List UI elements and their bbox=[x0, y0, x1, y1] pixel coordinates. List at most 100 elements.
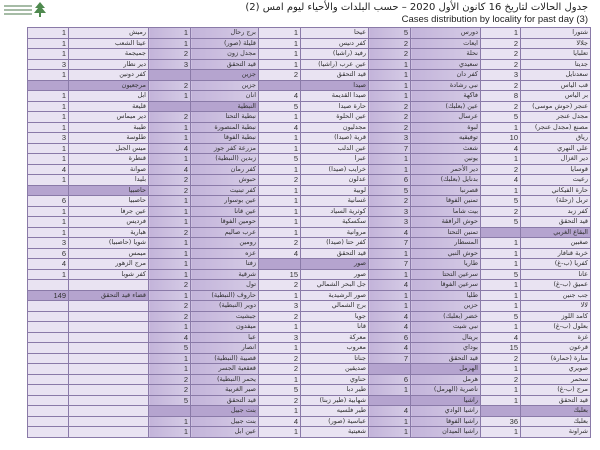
case-count: 4 bbox=[368, 226, 411, 238]
case-count: 1 bbox=[480, 258, 521, 270]
case-count: 1 bbox=[27, 37, 69, 49]
locality-name: زفتا bbox=[190, 258, 259, 270]
case-count bbox=[27, 352, 69, 364]
case-count: 2 bbox=[258, 310, 301, 322]
case-count bbox=[27, 363, 69, 375]
table-row: صويري 1 الهرمل صديقين 2 قعقعية الجسر 1 bbox=[27, 363, 591, 375]
case-count: 1 bbox=[480, 363, 521, 375]
locality-name: عين الحلوة bbox=[300, 111, 369, 123]
locality-name: حاصبيا bbox=[68, 195, 149, 207]
locality-name: قيد التحقق bbox=[300, 247, 369, 259]
case-count: 1 bbox=[148, 237, 191, 249]
locality-name: عين الدلب bbox=[300, 142, 369, 154]
case-count: 1 bbox=[480, 426, 521, 438]
locality-name: سرعين التحتا bbox=[410, 268, 481, 280]
case-count: 2 bbox=[148, 226, 191, 238]
case-count: 2 bbox=[480, 373, 521, 385]
locality-name: قانا bbox=[300, 321, 369, 333]
locality-name: قب الياس bbox=[520, 79, 591, 91]
locality-name: لوبية bbox=[300, 184, 369, 196]
region-header: النبطية bbox=[190, 100, 259, 112]
locality-name: انان bbox=[190, 90, 259, 102]
locality-name: حناوي bbox=[300, 373, 369, 385]
cedar-icon bbox=[34, 2, 46, 17]
locality-name: حومين الفوقا bbox=[190, 216, 259, 228]
locality-name: كفر حتا (صيدا) bbox=[300, 237, 369, 249]
case-count: 1 bbox=[148, 426, 191, 438]
region-header: جزين bbox=[190, 69, 259, 81]
case-count: 1 bbox=[368, 69, 411, 81]
case-count: 1 bbox=[27, 69, 69, 81]
case-count: 4 bbox=[258, 247, 301, 259]
locality-name: عين بوسوار bbox=[190, 195, 259, 207]
table-row: عنجر (حوش موسى) 2 عين (بعلبك) 2 حارة صيدا 5 ال… bbox=[27, 100, 591, 112]
case-count: 2 bbox=[368, 195, 411, 207]
locality-name: قيد التحقق bbox=[410, 352, 481, 364]
case-count: 2 bbox=[368, 111, 411, 123]
case-count: 5 bbox=[258, 384, 301, 396]
case-count: 1 bbox=[27, 142, 69, 154]
case-count: 1 bbox=[258, 58, 301, 70]
case-count: 7 bbox=[368, 142, 411, 154]
locality-name bbox=[68, 352, 149, 364]
case-count: 5 bbox=[148, 342, 191, 354]
locality-name: نحلة bbox=[410, 48, 481, 60]
case-count: 1 bbox=[27, 90, 69, 102]
locality-name: كفر دان bbox=[410, 69, 481, 81]
region-header: صيدا bbox=[300, 79, 369, 91]
locality-name: مجدل زون bbox=[190, 48, 259, 60]
table-row: كفريا (ب-غ) 1 طاريا 7 صور زفتا 1 مرج الزهور 4 bbox=[27, 258, 591, 270]
case-count: 4 bbox=[148, 142, 191, 154]
case-count bbox=[27, 331, 69, 343]
case-count: 1 bbox=[148, 216, 191, 228]
case-count: 5 bbox=[480, 268, 521, 280]
table-row: مجدل عنجر 5 عرسال 2 عين الحلوة 1 نبطية التحتا 2… bbox=[27, 111, 591, 123]
case-count: 2 bbox=[258, 352, 301, 364]
region-header: مرجعيون bbox=[68, 79, 149, 91]
case-count: 2 bbox=[148, 111, 191, 123]
case-count bbox=[258, 79, 301, 91]
case-count: 1 bbox=[27, 205, 69, 217]
table-row: تربل (زحلة) 5 تمنين الفوقا 2 غسانية 1 عين بوسو… bbox=[27, 195, 591, 207]
case-count: 15 bbox=[480, 342, 521, 354]
case-count: 5 bbox=[148, 394, 191, 406]
case-count: 1 bbox=[148, 415, 191, 427]
locality-name: بليدا bbox=[68, 174, 149, 186]
locality-name: كفر دونين bbox=[68, 69, 149, 81]
locality-name: دير نطار bbox=[68, 58, 149, 70]
locality-name: عين قانا bbox=[190, 205, 259, 217]
locality-name: مجدل عنجر bbox=[520, 111, 591, 123]
table-row: جلالا 2 ايعات 2 كفر دنيس 1 قليلة (صور) 1 عيتا ال… bbox=[27, 37, 591, 49]
case-count bbox=[148, 100, 191, 112]
table-row: بعلول (ب-غ) 1 نبي شيت 4 قانا 1 ميفدون 1 bbox=[27, 321, 591, 333]
case-count: 5 bbox=[368, 27, 411, 39]
locality-name bbox=[68, 321, 149, 333]
case-count: 1 bbox=[480, 289, 521, 301]
locality-name: قيد التحقق bbox=[190, 394, 259, 406]
locality-name: ايعات bbox=[410, 37, 481, 49]
case-count: 1 bbox=[27, 111, 69, 123]
locality-name: نبي شيت bbox=[410, 321, 481, 333]
locality-name: راشيا الفوقا bbox=[410, 415, 481, 427]
locality-name: دوير (النبطية) bbox=[190, 300, 259, 312]
locality-name: رياق bbox=[520, 132, 591, 144]
locality-name: سكسكية bbox=[300, 216, 369, 228]
case-count: 1 bbox=[27, 268, 69, 280]
locality-name: انصار bbox=[190, 342, 259, 354]
locality-name: معركة bbox=[300, 331, 369, 343]
locality-name: ميفدون bbox=[190, 321, 259, 333]
case-count: 1 bbox=[148, 37, 191, 49]
case-count: 2 bbox=[148, 300, 191, 312]
locality-name: تربل (زحلة) bbox=[520, 195, 591, 207]
case-count: 1 bbox=[368, 247, 411, 259]
case-count: 1 bbox=[368, 58, 411, 70]
locality-name: يونين bbox=[410, 153, 481, 165]
case-count: 4 bbox=[27, 258, 69, 270]
table-row: جديتا 2 سعيدي 1 عين عرب (راشيا) 1 قيد التحقق 3 د… bbox=[27, 58, 591, 70]
case-count: 1 bbox=[480, 384, 521, 396]
locality-name bbox=[68, 279, 149, 291]
locality-name: جديتا bbox=[520, 58, 591, 70]
case-count: 3 bbox=[258, 331, 301, 343]
table-row: البقاع الغربي تمنين التحتا 4 مروانية 1 عرب صا… bbox=[27, 226, 591, 238]
locality-name: بيت شاما bbox=[410, 205, 481, 217]
